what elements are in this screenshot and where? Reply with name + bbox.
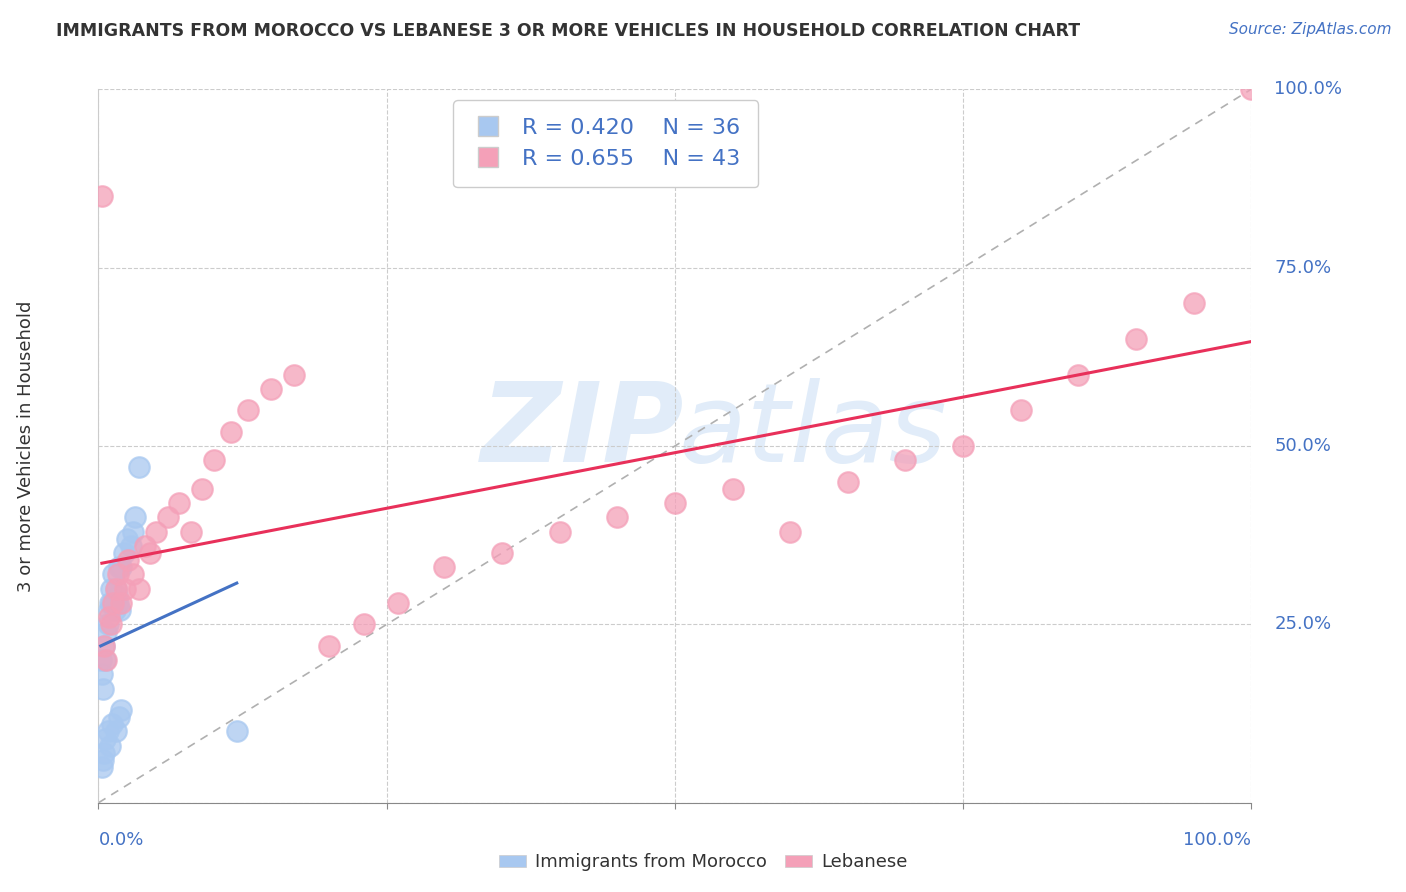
Point	[139, 546, 162, 560]
Point	[97, 603, 120, 617]
Point	[100, 617, 122, 632]
Point	[548, 524, 571, 539]
Point	[134, 539, 156, 553]
Point	[94, 731, 117, 746]
Point	[353, 617, 375, 632]
Point	[91, 681, 114, 696]
Point	[107, 596, 129, 610]
Point	[103, 567, 125, 582]
Point	[104, 724, 127, 739]
Point	[606, 510, 628, 524]
Point	[238, 403, 260, 417]
Point	[108, 710, 131, 724]
Point	[145, 524, 167, 539]
Point	[283, 368, 305, 382]
Point	[97, 617, 120, 632]
Point	[225, 724, 247, 739]
Point	[103, 603, 125, 617]
Point	[100, 582, 122, 596]
Point	[1125, 332, 1147, 346]
Point	[167, 496, 190, 510]
Point	[837, 475, 859, 489]
Point	[110, 703, 132, 717]
Text: 25.0%: 25.0%	[1274, 615, 1331, 633]
Point	[387, 596, 409, 610]
Point	[219, 425, 242, 439]
Point	[98, 596, 121, 610]
Point	[318, 639, 340, 653]
Point	[103, 596, 125, 610]
Point	[110, 596, 132, 610]
Point	[122, 524, 145, 539]
Text: ZIP: ZIP	[481, 378, 685, 485]
Point	[952, 439, 974, 453]
Point	[124, 510, 146, 524]
Point	[90, 667, 112, 681]
Point	[96, 624, 118, 639]
Point	[112, 546, 135, 560]
Point	[105, 589, 128, 603]
Text: 50.0%: 50.0%	[1274, 437, 1331, 455]
Point	[98, 739, 121, 753]
Point	[117, 553, 139, 567]
Point	[93, 639, 115, 653]
Point	[107, 567, 129, 582]
Point	[1010, 403, 1032, 417]
Text: IMMIGRANTS FROM MOROCCO VS LEBANESE 3 OR MORE VEHICLES IN HOUSEHOLD CORRELATION : IMMIGRANTS FROM MOROCCO VS LEBANESE 3 OR…	[56, 22, 1080, 40]
Point	[156, 510, 179, 524]
Text: atlas: atlas	[679, 378, 948, 485]
Point	[191, 482, 214, 496]
Point	[180, 524, 202, 539]
Point	[128, 582, 150, 596]
Text: 0.0%: 0.0%	[98, 831, 143, 849]
Point	[90, 760, 112, 774]
Text: 3 or more Vehicles in Household: 3 or more Vehicles in Household	[17, 301, 35, 591]
Point	[93, 746, 115, 760]
Point	[90, 653, 112, 667]
Point	[260, 382, 283, 396]
Point	[664, 496, 686, 510]
Point	[128, 460, 150, 475]
Point	[894, 453, 917, 467]
Point	[93, 639, 115, 653]
Point	[1067, 368, 1090, 382]
Point	[104, 582, 127, 596]
Text: 100.0%: 100.0%	[1274, 80, 1343, 98]
Point	[97, 610, 120, 624]
Point	[491, 546, 513, 560]
Point	[94, 653, 117, 667]
Legend: Immigrants from Morocco, Lebanese: Immigrants from Morocco, Lebanese	[492, 847, 914, 879]
Text: Source: ZipAtlas.com: Source: ZipAtlas.com	[1229, 22, 1392, 37]
Point	[120, 539, 142, 553]
Point	[1240, 82, 1263, 96]
Point	[1182, 296, 1205, 310]
Text: 75.0%: 75.0%	[1274, 259, 1331, 277]
Point	[104, 582, 127, 596]
Point	[96, 653, 118, 667]
Point	[433, 560, 456, 574]
Point	[721, 482, 744, 496]
Point	[110, 603, 132, 617]
Legend: R = 0.420    N = 36, R = 0.655    N = 43: R = 0.420 N = 36, R = 0.655 N = 43	[453, 100, 758, 187]
Point	[97, 724, 120, 739]
Point	[114, 582, 136, 596]
Point	[91, 753, 114, 767]
Point	[779, 524, 801, 539]
Point	[101, 717, 124, 731]
Point	[110, 560, 132, 574]
Text: 100.0%: 100.0%	[1184, 831, 1251, 849]
Point	[122, 567, 145, 582]
Point	[90, 189, 112, 203]
Point	[202, 453, 225, 467]
Point	[108, 560, 131, 574]
Point	[101, 596, 124, 610]
Point	[117, 532, 138, 546]
